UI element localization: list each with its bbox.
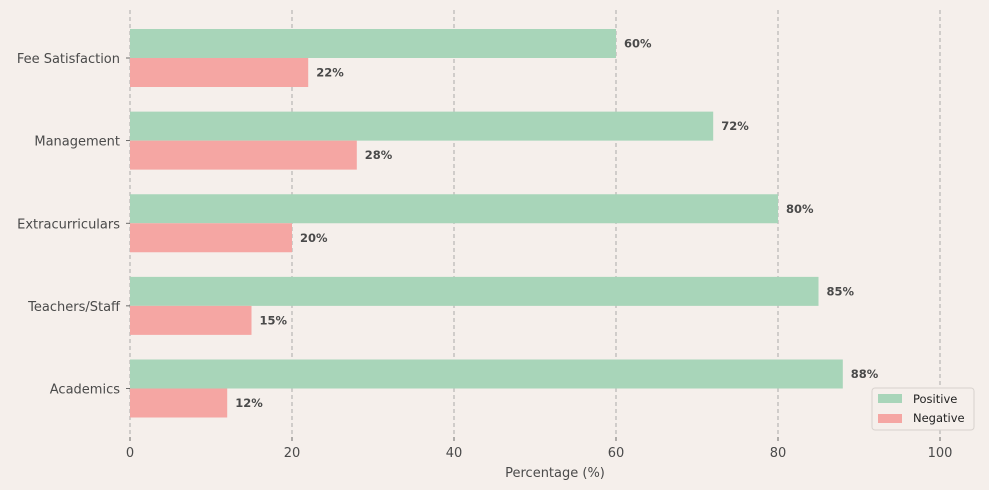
data-label-positive: 72% xyxy=(721,119,749,133)
legend-label-positive: Positive xyxy=(913,392,957,406)
x-axis: Percentage (%) 0 20 40 60 80 100 xyxy=(126,437,953,481)
data-label-negative: 20% xyxy=(300,231,328,245)
bar-positive xyxy=(130,276,819,306)
legend: Positive Negative xyxy=(871,387,975,431)
y-tick-label: Extracurriculars xyxy=(17,217,120,232)
bar-negative xyxy=(130,388,228,418)
data-label-positive: 85% xyxy=(827,284,855,298)
x-tick-label: 40 xyxy=(446,446,463,461)
y-tick-label: Fee Satisfaction xyxy=(17,52,120,67)
bar-positive xyxy=(130,111,714,141)
bar-positive xyxy=(130,194,778,224)
bar-positive xyxy=(130,29,616,58)
x-axis-label: Percentage (%) xyxy=(505,466,605,481)
y-tick-label: Teachers/Staff xyxy=(27,300,121,315)
bar-negative xyxy=(130,305,252,335)
x-tick-label: 100 xyxy=(928,446,953,461)
legend-label-negative: Negative xyxy=(913,411,965,425)
bars xyxy=(130,29,843,418)
y-axis: Fee Satisfaction Management Extracurricula… xyxy=(17,52,130,398)
data-label-negative: 28% xyxy=(365,148,393,162)
data-labels: 60% 22% 72% 28% 80% 20% 85% 15% 88% 12% xyxy=(235,37,879,411)
y-tick-label: Management xyxy=(34,135,120,150)
data-label-positive: 80% xyxy=(786,202,814,216)
bar-negative xyxy=(130,140,357,170)
legend-swatch-positive xyxy=(878,394,902,403)
data-label-negative: 12% xyxy=(235,396,263,410)
bar-negative xyxy=(130,58,309,87)
x-tick-label: 0 xyxy=(126,446,134,461)
y-tick-label: Academics xyxy=(50,383,120,398)
data-label-negative: 15% xyxy=(260,313,288,327)
x-tick-label: 80 xyxy=(770,446,787,461)
data-label-negative: 22% xyxy=(316,66,344,80)
bar-positive xyxy=(130,359,843,389)
legend-swatch-negative xyxy=(878,414,902,423)
data-label-positive: 60% xyxy=(624,37,652,51)
data-label-positive: 88% xyxy=(851,367,879,381)
bar-negative xyxy=(130,223,292,253)
x-tick-label: 20 xyxy=(284,446,301,461)
x-tick-label: 60 xyxy=(608,446,625,461)
